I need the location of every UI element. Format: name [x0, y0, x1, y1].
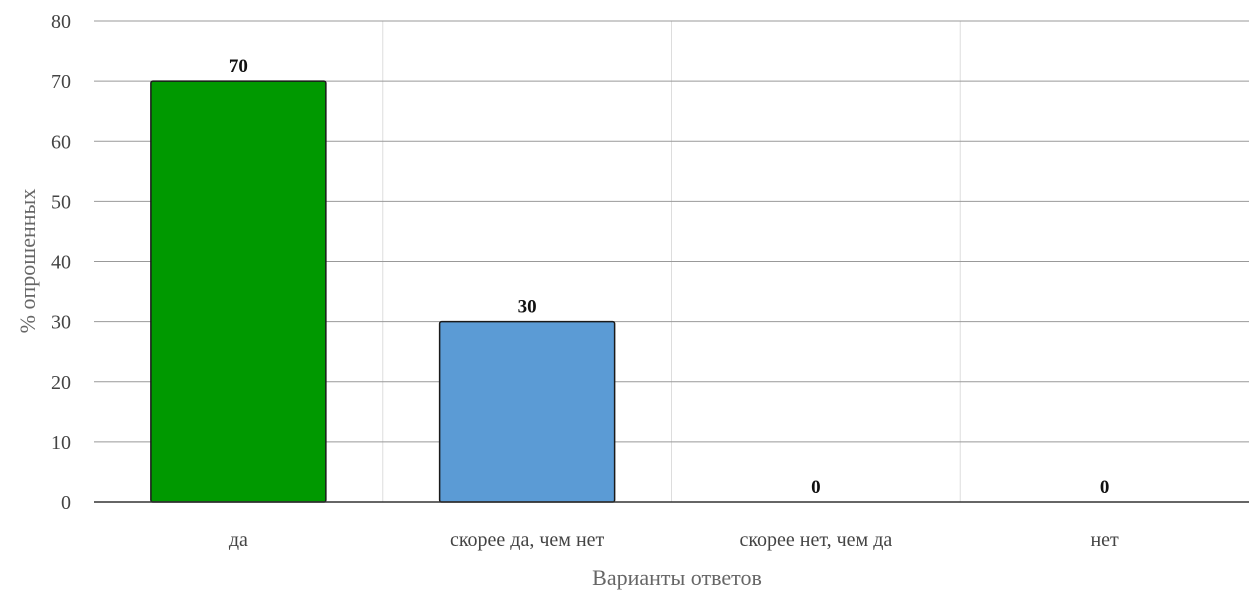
y-tick-label: 20 [51, 372, 71, 394]
x-axis-title: Варианты ответов [592, 565, 762, 590]
data-label: 0 [1100, 477, 1110, 498]
y-tick-label: 0 [61, 492, 71, 514]
y-tick-label: 70 [51, 71, 71, 93]
y-tick-label: 50 [51, 191, 71, 213]
data-label: 30 [518, 297, 537, 318]
y-tick-label: 80 [51, 11, 71, 33]
labels-layer: 70 да 30 скорее да, чем нет 0 скорее нет, чем… [229, 56, 1119, 551]
axis-layer: 0 10 20 30 40 50 60 70 80 [51, 11, 1249, 514]
bar [438, 320, 616, 503]
x-tick-label: да [229, 529, 248, 551]
bar [150, 80, 327, 503]
y-tick-label: 10 [51, 432, 71, 454]
data-label: 0 [811, 477, 821, 498]
y-tick-label: 40 [51, 252, 71, 274]
y-tick-label: 60 [51, 131, 71, 153]
y-axis-title: % опрошенных [15, 189, 40, 334]
x-tick-label: скорее нет, чем да [739, 529, 892, 551]
x-tick-label: нет [1090, 529, 1119, 551]
y-tick-label: 30 [51, 312, 71, 334]
data-label: 70 [229, 56, 248, 77]
x-tick-label: скорее да, чем нет [450, 529, 605, 551]
